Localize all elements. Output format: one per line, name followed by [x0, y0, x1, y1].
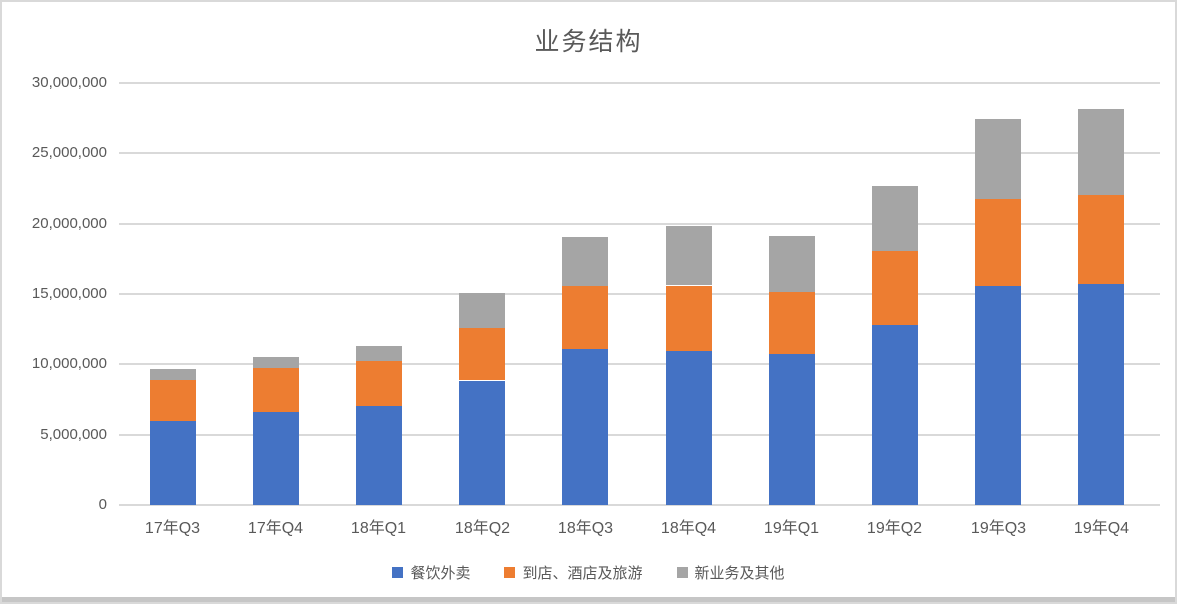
y-axis-tick-label: 20,000,000: [31, 214, 107, 232]
x-axis-category-label: 19年Q1: [763, 520, 820, 537]
window-bottom-edge: [2, 597, 1175, 602]
legend-label: 到店、酒店及旅游: [522, 564, 643, 582]
bar-segment: [150, 421, 196, 505]
bar-segment: [1078, 109, 1124, 195]
gridline: [119, 152, 1160, 155]
gridline: [119, 293, 1160, 295]
bar-segment: [666, 226, 712, 285]
bar-segment: [253, 357, 299, 368]
x-axis-category-label: 18年Q4: [660, 520, 717, 537]
gridline: [119, 82, 1160, 84]
legend-item: 到店、酒店及旅游: [504, 562, 643, 583]
legend-label: 新业务及其他: [694, 564, 785, 582]
bar-segment: [1078, 195, 1124, 284]
bar-segment: [253, 412, 299, 505]
gridline: [119, 504, 1160, 506]
gridline: [119, 433, 1160, 436]
y-axis-tick-label: 15,000,000: [31, 285, 107, 302]
bar-segment: [150, 380, 196, 421]
legend-color-swatch: [392, 566, 404, 578]
x-axis-category-label: 19年Q3: [970, 520, 1027, 537]
x-axis-category-label: 19年Q4: [1073, 520, 1130, 537]
bar-segment: [769, 236, 815, 292]
gridline: [119, 222, 1160, 225]
legend-item: 餐饮外卖: [392, 562, 470, 583]
y-axis-tick-label: 0: [98, 496, 107, 513]
bar-segment: [356, 346, 402, 361]
bar-segment: [769, 291, 815, 354]
x-axis-category-label: 18年Q1: [350, 520, 407, 537]
x-axis-category-label: 18年Q3: [557, 520, 614, 537]
legend-color-swatch: [504, 566, 516, 578]
bar-segment: [666, 350, 712, 505]
gridline: [119, 363, 1160, 366]
bar-segment: [872, 325, 918, 505]
legend-label: 餐饮外卖: [410, 564, 471, 582]
bar-segment: [150, 369, 196, 380]
x-axis-category-label: 17年Q4: [247, 520, 304, 537]
y-axis-tick-label: 30,000,000: [31, 74, 107, 91]
bar-segment: [459, 293, 505, 328]
legend-item: 新业务及其他: [676, 562, 785, 583]
bar-segment: [356, 361, 402, 406]
bar-segment: [562, 348, 608, 505]
bar-segment: [356, 406, 402, 505]
chart-title: 业务结构: [534, 28, 643, 56]
bar-segment: [975, 119, 1021, 199]
bar-segment: [666, 286, 712, 351]
bar-segment: [253, 368, 299, 412]
y-axis-tick-label: 5,000,000: [40, 425, 107, 443]
x-axis-category-label: 18年Q2: [454, 520, 511, 537]
bar-segment: [769, 354, 815, 505]
bar-segment: [459, 328, 505, 380]
bar-segment: [562, 286, 608, 349]
bar-segment: [872, 186, 918, 251]
bar-segment: [459, 381, 505, 505]
chart-legend: 餐饮外卖 到店、酒店及旅游 新业务及其他: [2, 560, 1175, 584]
bar-segment: [872, 251, 918, 325]
bar-segment: [975, 199, 1021, 286]
bar-segment: [1078, 284, 1124, 505]
x-axis-category-label: 19年Q2: [866, 520, 923, 537]
x-axis-category-label: 17年Q3: [144, 520, 201, 537]
y-axis-tick-label: 25,000,000: [31, 144, 107, 162]
legend-color-swatch: [676, 566, 688, 578]
bar-segment: [562, 237, 608, 286]
y-axis-tick-label: 10,000,000: [31, 355, 107, 373]
bar-segment: [975, 286, 1021, 505]
